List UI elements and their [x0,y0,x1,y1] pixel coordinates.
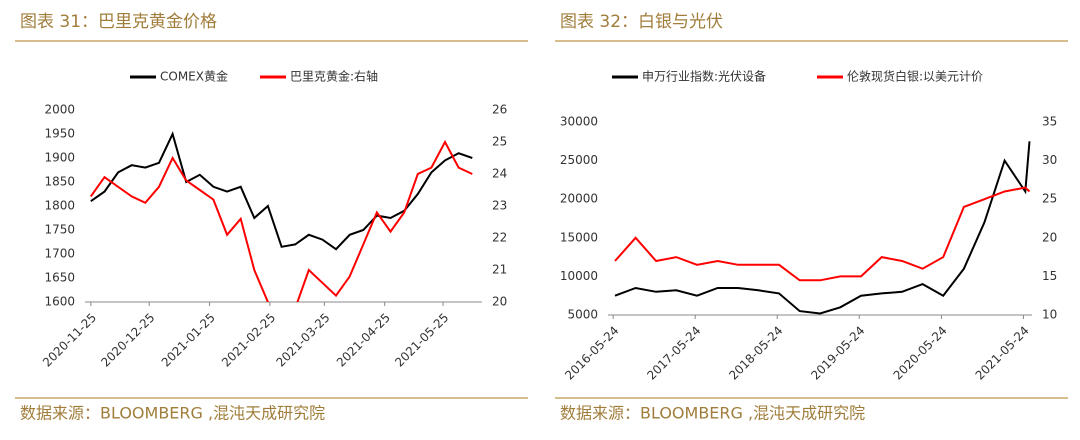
x-tick-label: 2021-01-25 [159,310,218,369]
y2-tick-label: 23 [492,199,507,213]
x-tick-label: 2016-05-24 [562,323,621,382]
x-tick-label: 2017-05-24 [644,323,703,382]
y-tick-label: 1750 [44,223,75,237]
y2-tick-label: 30 [1042,153,1057,167]
x-tick-label: 2021-03-25 [273,310,332,369]
x-tick-label: 2021-05-25 [392,310,451,369]
x-tick-label: 2019-05-24 [808,323,867,382]
y2-tick-label: 21 [492,263,507,277]
legend-label: 巴里克黄金:右轴 [290,69,378,84]
x-tick-label: 2021-04-25 [334,310,393,369]
y2-tick-label: 24 [492,167,507,181]
y-tick-label: 1600 [44,295,75,309]
y-tick-label: 30000 [560,115,598,129]
legend-label: COMEX黄金 [160,69,228,84]
y2-tick-label: 35 [1042,115,1057,129]
y2-tick-label: 20 [492,295,507,309]
x-tick-label: 2020-05-24 [891,323,950,382]
chart-title: 图表 31：巴里克黄金价格 [20,12,217,32]
chart-title: 图表 32：白银与光伏 [560,12,723,32]
y-tick-label: 1850 [44,175,75,189]
y-tick-label: 20000 [560,192,598,206]
x-tick-label: 2018-05-24 [726,323,785,382]
legend-label: 伦敦现货白银:以美元计价 [847,69,983,84]
y2-tick-label: 20 [1042,230,1057,244]
source: 数据来源：BLOOMBERG ,混沌天成研究院 [20,404,325,423]
series-line [614,141,1031,315]
y-tick-label: 1800 [44,199,75,213]
y-tick-label: 1950 [44,127,75,141]
y-tick-label: 1700 [44,247,75,261]
y-tick-label: 1900 [44,151,75,165]
series-line [89,139,473,302]
x-tick-label: 2020-11-25 [40,310,99,369]
source: 数据来源：BLOOMBERG ,混沌天成研究院 [560,404,865,423]
y2-tick-label: 22 [492,231,507,245]
series-line [614,186,1031,282]
y-tick-label: 5000 [567,308,598,322]
y2-tick-label: 15 [1042,269,1057,283]
y-tick-label: 2000 [44,103,75,117]
legend-label: 申万行业指数:光伏设备 [642,69,766,84]
x-tick-label: 2021-05-24 [973,323,1032,382]
y2-tick-label: 26 [492,103,507,117]
y-tick-label: 25000 [560,153,598,167]
y2-tick-label: 25 [492,135,507,149]
y-tick-label: 1650 [44,271,75,285]
y-tick-label: 10000 [560,269,598,283]
y2-tick-label: 10 [1042,308,1057,322]
series-line [90,131,473,251]
x-tick-label: 2021-02-25 [219,310,278,369]
y-tick-label: 15000 [560,230,598,244]
x-tick-label: 2020-12-25 [98,310,157,369]
y2-tick-label: 25 [1042,192,1057,206]
